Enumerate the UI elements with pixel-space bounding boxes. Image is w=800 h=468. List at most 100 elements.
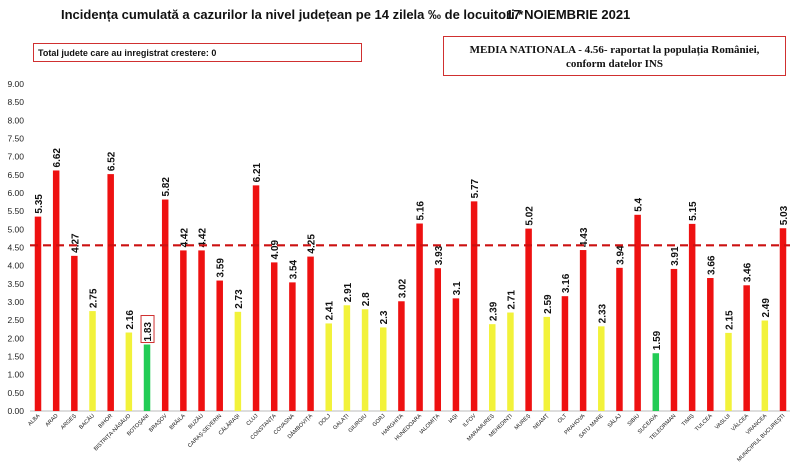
increase-note-text: Total judete care au inregistrat crester… xyxy=(38,48,217,58)
category-label: OLT xyxy=(557,413,569,425)
category-label: GORJ xyxy=(372,413,387,428)
bar xyxy=(125,332,133,411)
y-tick-label: 3.50 xyxy=(7,279,24,289)
value-label: 3.91 xyxy=(670,246,681,266)
chart-title: Incidența cumulată a cazurilor la nivel … xyxy=(61,7,524,22)
y-tick-label: 5.50 xyxy=(7,206,24,216)
value-label: 2.59 xyxy=(543,294,554,314)
category-label: IAȘI xyxy=(448,413,460,425)
national-average-line2: conform datelor INS xyxy=(566,58,663,70)
value-label: 5.82 xyxy=(161,177,172,197)
bar xyxy=(616,267,623,411)
category-label: ARGEȘ xyxy=(60,413,78,431)
y-tick-label: 4.50 xyxy=(7,243,24,253)
bar xyxy=(507,312,514,411)
bar xyxy=(161,199,169,411)
value-label: 3.16 xyxy=(561,273,572,293)
y-tick-label: 0.50 xyxy=(7,388,24,398)
category-label: ARAD xyxy=(45,413,60,428)
bar xyxy=(89,311,96,411)
bar xyxy=(525,228,532,411)
category-label: BUZĂU xyxy=(187,412,205,430)
bar xyxy=(34,216,42,411)
category-label: BRAȘOV xyxy=(148,413,169,434)
value-label: 3.59 xyxy=(216,258,227,278)
category-label: ILFOV xyxy=(462,413,478,429)
bar xyxy=(307,256,314,411)
value-label: 4.25 xyxy=(307,234,318,254)
value-label: 2.71 xyxy=(506,290,517,310)
y-tick-label: 3.00 xyxy=(7,297,24,307)
category-label: BIHOR xyxy=(98,413,115,430)
y-tick-label: 9.00 xyxy=(7,79,24,89)
value-label: 2.41 xyxy=(325,301,336,321)
bar xyxy=(670,268,678,411)
value-label: 3.46 xyxy=(743,262,754,282)
bar xyxy=(489,324,496,411)
category-label: TIMIȘ xyxy=(681,413,696,428)
y-tick-label: 7.50 xyxy=(7,134,24,144)
bar xyxy=(688,223,696,411)
value-label: 5.02 xyxy=(525,206,536,226)
value-label: 6.52 xyxy=(107,151,118,171)
value-label: 3.1 xyxy=(452,281,463,295)
value-label: 5.77 xyxy=(470,178,481,198)
bar xyxy=(779,228,787,411)
category-label: SIBIU xyxy=(627,413,641,427)
bar xyxy=(343,305,351,411)
value-label: 4.43 xyxy=(579,227,590,247)
bar xyxy=(270,262,278,411)
bar xyxy=(416,223,423,411)
value-label: 2.15 xyxy=(724,310,735,330)
value-label: 5.35 xyxy=(34,194,45,214)
bar xyxy=(634,214,641,411)
value-label: 6.21 xyxy=(252,162,263,182)
value-label: 4.27 xyxy=(70,233,81,253)
bar xyxy=(198,250,205,411)
value-label: 1.83 xyxy=(143,322,154,342)
bar xyxy=(725,332,732,411)
national-average-box: MEDIA NATIONALA - 4.56- raportat la popu… xyxy=(443,36,786,76)
bar xyxy=(579,250,587,411)
y-tick-label: 4.00 xyxy=(7,261,24,271)
value-label: 5.15 xyxy=(688,201,699,221)
y-tick-label: 8.00 xyxy=(7,115,24,125)
category-label: BRĂILA xyxy=(168,412,187,431)
bar xyxy=(379,327,387,411)
bar xyxy=(470,201,478,411)
value-label: 2.39 xyxy=(488,301,499,321)
bar xyxy=(434,268,442,411)
bar xyxy=(52,170,60,411)
bar xyxy=(180,250,187,411)
value-label: 2.33 xyxy=(597,303,608,323)
chart-date: 17 NOIEMBRIE 2021 xyxy=(506,7,631,22)
value-label: 2.91 xyxy=(343,282,354,302)
y-tick-label: 6.50 xyxy=(7,170,24,180)
bar xyxy=(289,282,296,411)
bar xyxy=(398,301,405,411)
bar xyxy=(107,174,114,411)
value-label: 1.59 xyxy=(652,330,663,350)
value-label-box xyxy=(140,315,155,344)
y-tick-label: 1.00 xyxy=(7,370,24,380)
category-label: DOLJ xyxy=(318,413,332,427)
value-label: 6.62 xyxy=(52,148,63,168)
bar xyxy=(234,311,242,411)
bar xyxy=(325,323,332,411)
category-label: BACĂU xyxy=(78,412,96,430)
value-label: 3.66 xyxy=(706,255,717,275)
bar xyxy=(71,255,78,411)
category-label: GIURGIU xyxy=(348,413,369,434)
value-label: 3.02 xyxy=(397,278,408,298)
y-tick-label: 0.00 xyxy=(7,406,24,416)
bar xyxy=(743,285,750,411)
value-label: 5.03 xyxy=(779,205,790,225)
bar xyxy=(598,326,605,411)
value-label: 3.94 xyxy=(615,245,626,265)
increase-note-box: Total judete care au inregistrat crester… xyxy=(33,43,362,62)
value-label: 2.49 xyxy=(761,298,772,318)
value-label: 2.75 xyxy=(89,288,100,308)
category-label: MUREȘ xyxy=(514,413,533,432)
bar xyxy=(143,344,151,411)
